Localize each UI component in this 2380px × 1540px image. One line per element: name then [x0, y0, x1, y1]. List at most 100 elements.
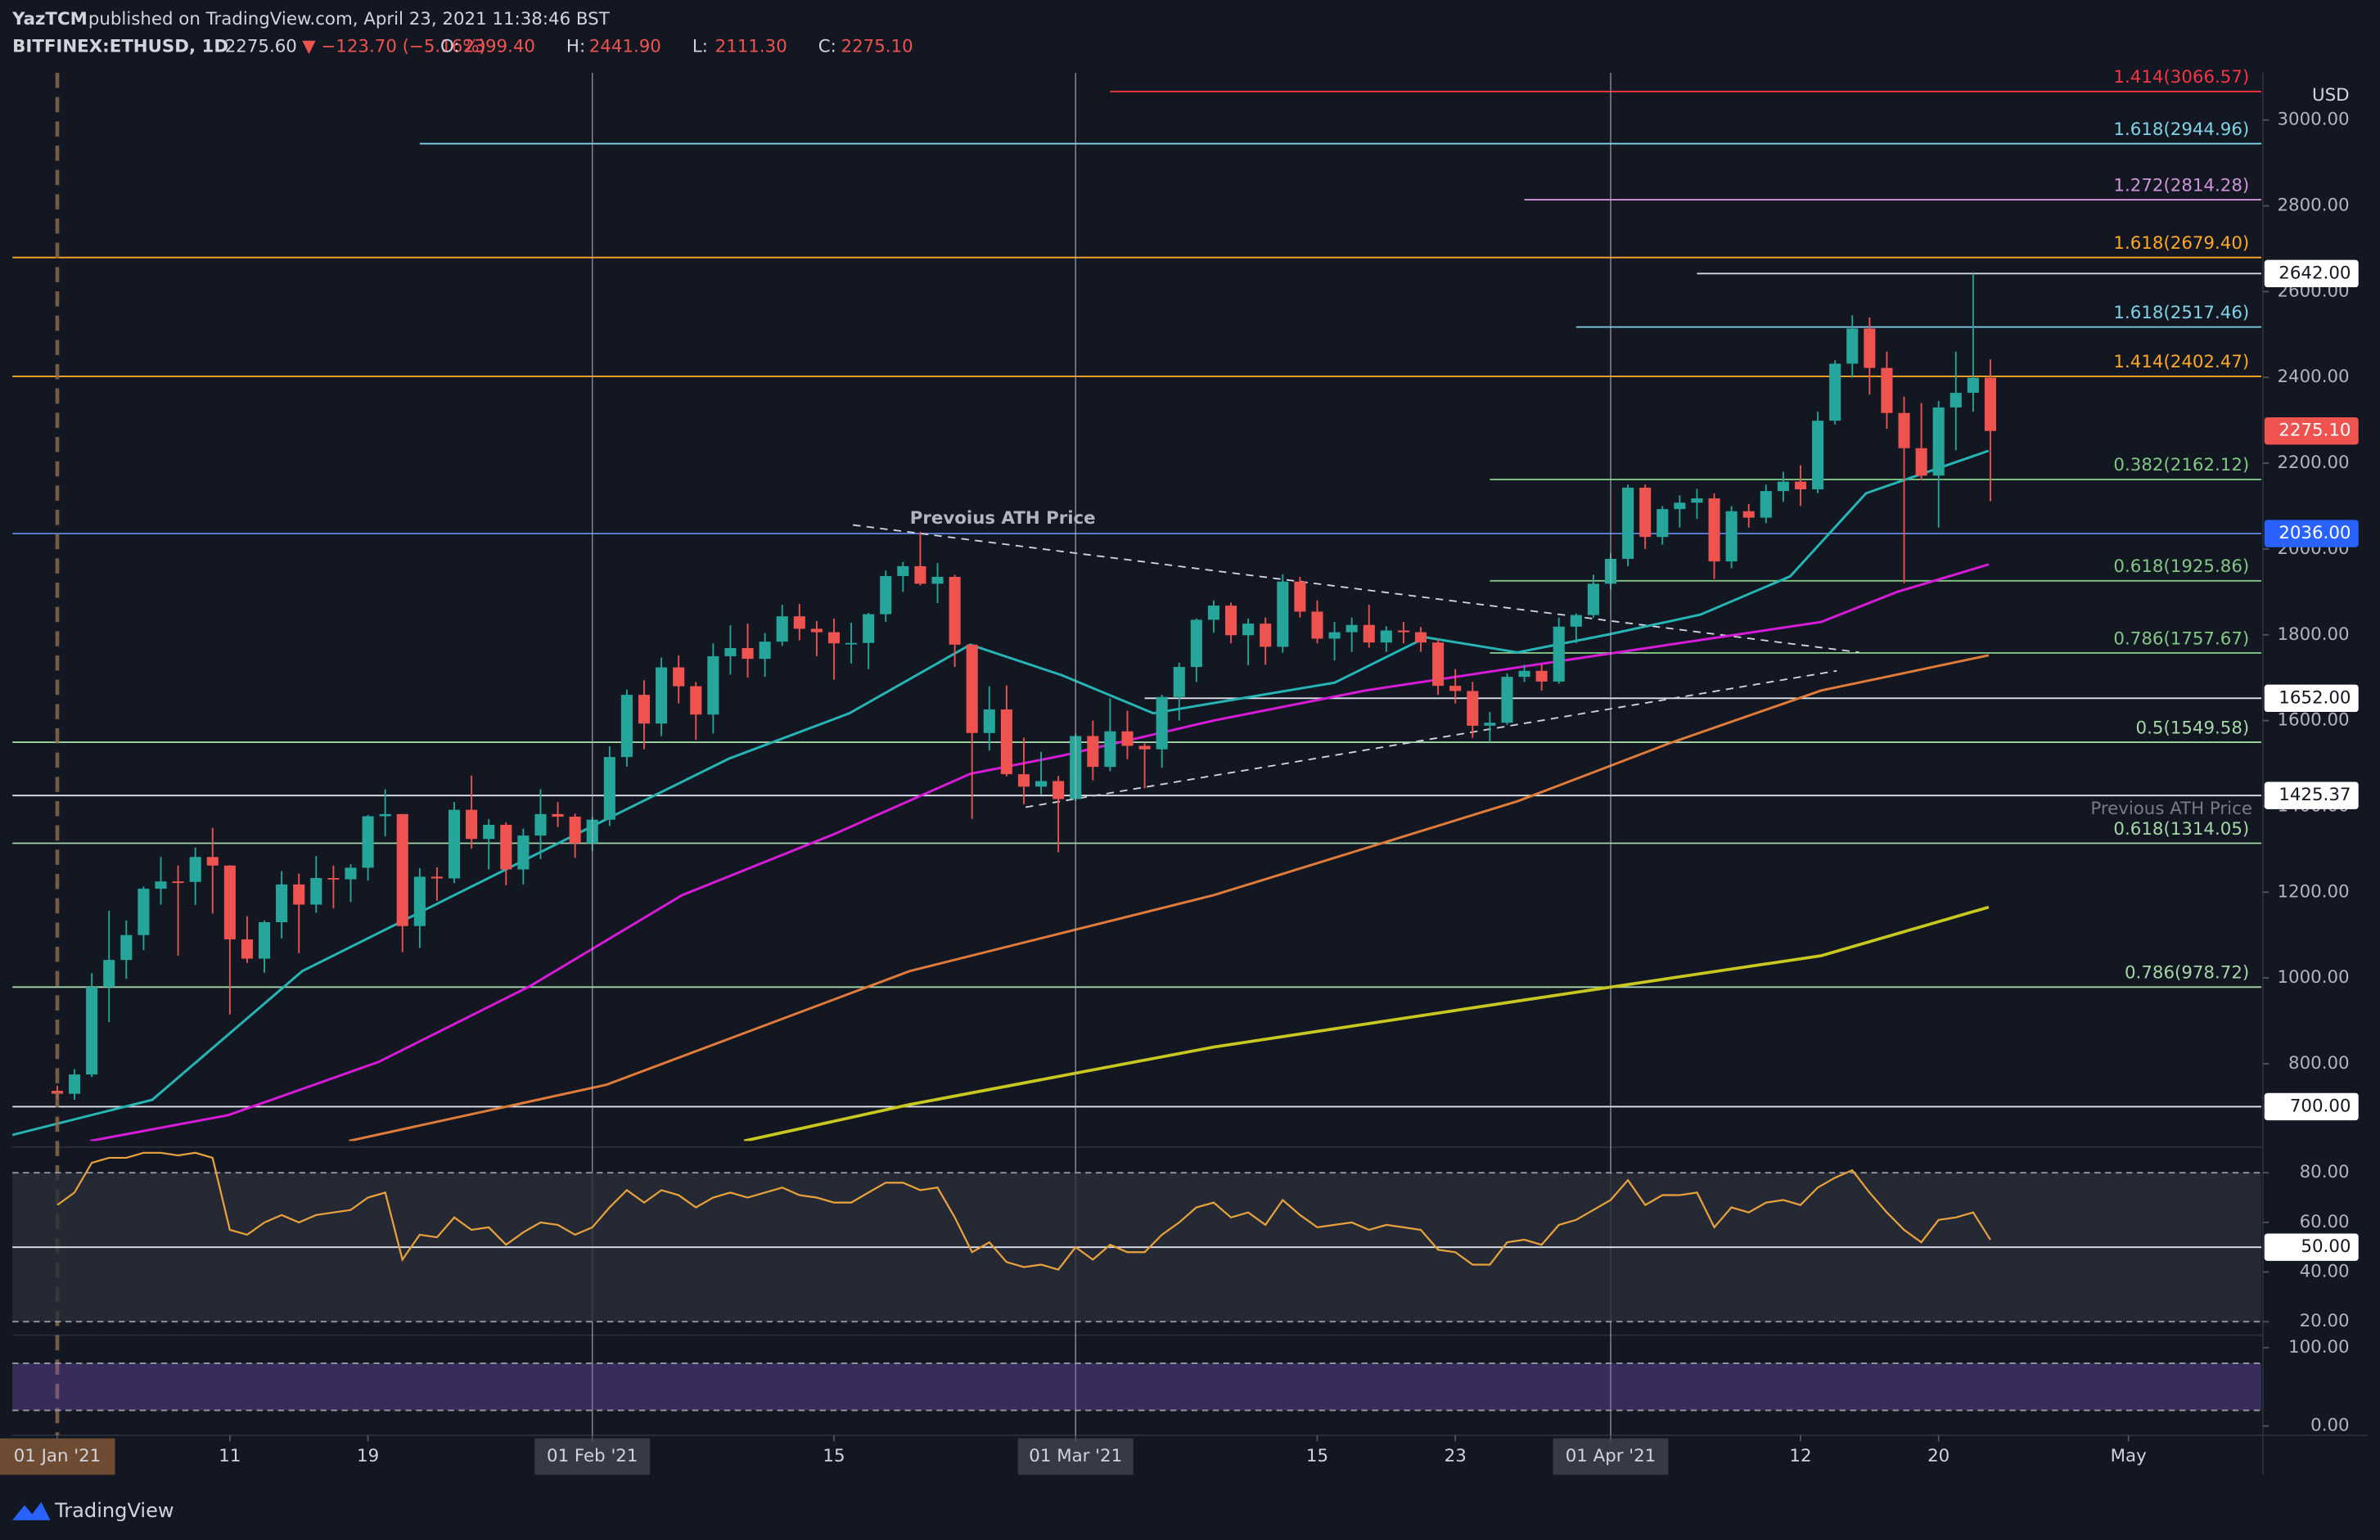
candle-body — [1898, 412, 1910, 448]
x-tick-label: 01 Mar '21 — [1029, 1446, 1122, 1466]
candle-body — [1414, 632, 1427, 643]
x-tick-highlight — [534, 1438, 651, 1475]
candle-body — [1242, 624, 1255, 636]
candle-body — [1708, 498, 1720, 562]
candle-body — [500, 824, 512, 870]
candle-body — [966, 644, 978, 733]
y-tick-label: 3000.00 — [2277, 110, 2349, 130]
candle-body — [1000, 709, 1012, 775]
candle-body — [1053, 781, 1065, 799]
candle-body — [638, 695, 651, 724]
candle-body — [69, 1074, 81, 1094]
last-price: 2275.60 — [225, 36, 297, 56]
rsi-tick-label: 60.00 — [2300, 1212, 2350, 1232]
fib-label: 1.618(2517.46) — [2113, 303, 2249, 323]
candle-body — [1501, 677, 1513, 723]
price-tag — [2264, 1092, 2359, 1121]
candle-body — [1224, 606, 1237, 636]
rsi-line — [56, 1151, 1991, 1271]
trendline — [853, 524, 1859, 654]
candle-body — [673, 667, 685, 687]
candle-body — [1207, 606, 1219, 620]
candle-body — [517, 835, 530, 870]
candle-body — [1553, 626, 1565, 682]
x-tick-label: 01 Feb '21 — [547, 1446, 638, 1466]
candle-body — [155, 881, 167, 889]
candle-body — [120, 934, 133, 961]
candle-body — [1467, 691, 1479, 726]
candle-body — [1277, 581, 1289, 647]
x-tick-highlight — [0, 1438, 115, 1475]
price-tag — [2264, 417, 2359, 445]
candle-body — [1864, 328, 1876, 368]
y-tick-label: 1200.00 — [2277, 881, 2349, 902]
fib-label: 1.618(2944.96) — [2113, 119, 2249, 140]
candle-body — [1173, 667, 1185, 697]
candle-body — [707, 655, 719, 715]
candle-body — [310, 877, 322, 905]
candle-body — [1363, 624, 1375, 643]
x-tick-label: 01 Jan '21 — [14, 1446, 101, 1466]
price-tag — [2264, 684, 2359, 713]
fib-label: 0.786(1757.67) — [2113, 628, 2249, 649]
candle-body — [845, 642, 858, 645]
candle-body — [1380, 630, 1392, 643]
candle-body — [86, 987, 98, 1075]
candle-body — [1812, 421, 1824, 490]
change: ▼ −123.70 (−5.16%) — [302, 36, 486, 56]
stoch-band — [12, 1363, 2262, 1411]
candle-body — [1087, 736, 1099, 768]
candle-body — [430, 876, 443, 879]
candle-body — [483, 824, 495, 840]
candle-body — [1035, 781, 1048, 787]
candle-body — [1587, 583, 1599, 615]
candle-body — [1639, 487, 1652, 538]
brand: TradingView — [54, 1499, 174, 1522]
candle-body — [51, 1091, 64, 1094]
candle-body — [1104, 731, 1116, 768]
price-tag — [2264, 781, 2359, 809]
candle-body — [1484, 723, 1496, 726]
y-tick-label: 1000.00 — [2277, 967, 2349, 988]
candle-body — [914, 565, 926, 584]
price-tag-label: 2275.10 — [2279, 421, 2351, 441]
price-pane — [12, 90, 2262, 1141]
candle-body — [1017, 774, 1030, 787]
candle-body — [690, 686, 702, 715]
candle-body — [1657, 509, 1669, 538]
candle-body — [1518, 670, 1530, 678]
moving-average — [89, 563, 1990, 1141]
author: YazTCM — [11, 9, 88, 29]
stoch-tick-label: 100.00 — [2288, 1337, 2350, 1358]
candle-body — [552, 813, 564, 817]
candle-body — [724, 648, 737, 656]
candle-body — [534, 813, 547, 836]
x-tick-label: 19 — [357, 1446, 379, 1466]
moving-average — [12, 449, 1990, 1137]
y-tick-label: 800.00 — [2288, 1053, 2350, 1074]
candle-body — [1794, 481, 1807, 490]
fib-label: 0.382(2162.12) — [2113, 455, 2249, 475]
ohlc-value: 2111.30 — [715, 36, 787, 56]
x-tick-label: 15 — [823, 1446, 845, 1466]
stoch-tick-label: 0.00 — [2310, 1416, 2349, 1436]
candle-body — [863, 614, 875, 643]
x-tick-label: 01 Apr '21 — [1566, 1446, 1657, 1466]
fib-label: 1.618(2679.40) — [2113, 233, 2249, 254]
candle-body — [327, 877, 340, 880]
candle-body — [1950, 393, 1962, 408]
ohlc-value: 2275.10 — [841, 36, 913, 56]
ohlc-key: C: — [818, 36, 836, 56]
price-tag-label: 2036.00 — [2279, 523, 2351, 543]
candle-body — [103, 960, 115, 988]
candle-body — [1156, 696, 1168, 750]
x-tick-label: 12 — [1789, 1446, 1811, 1466]
candle-body — [1311, 611, 1323, 639]
candle-body — [656, 667, 668, 724]
candle-body — [949, 576, 961, 645]
candle-body — [1932, 407, 1945, 476]
fib-label: 0.786(978.72) — [2125, 963, 2249, 984]
logo-icon — [12, 1502, 51, 1520]
candle-body — [1294, 581, 1306, 612]
